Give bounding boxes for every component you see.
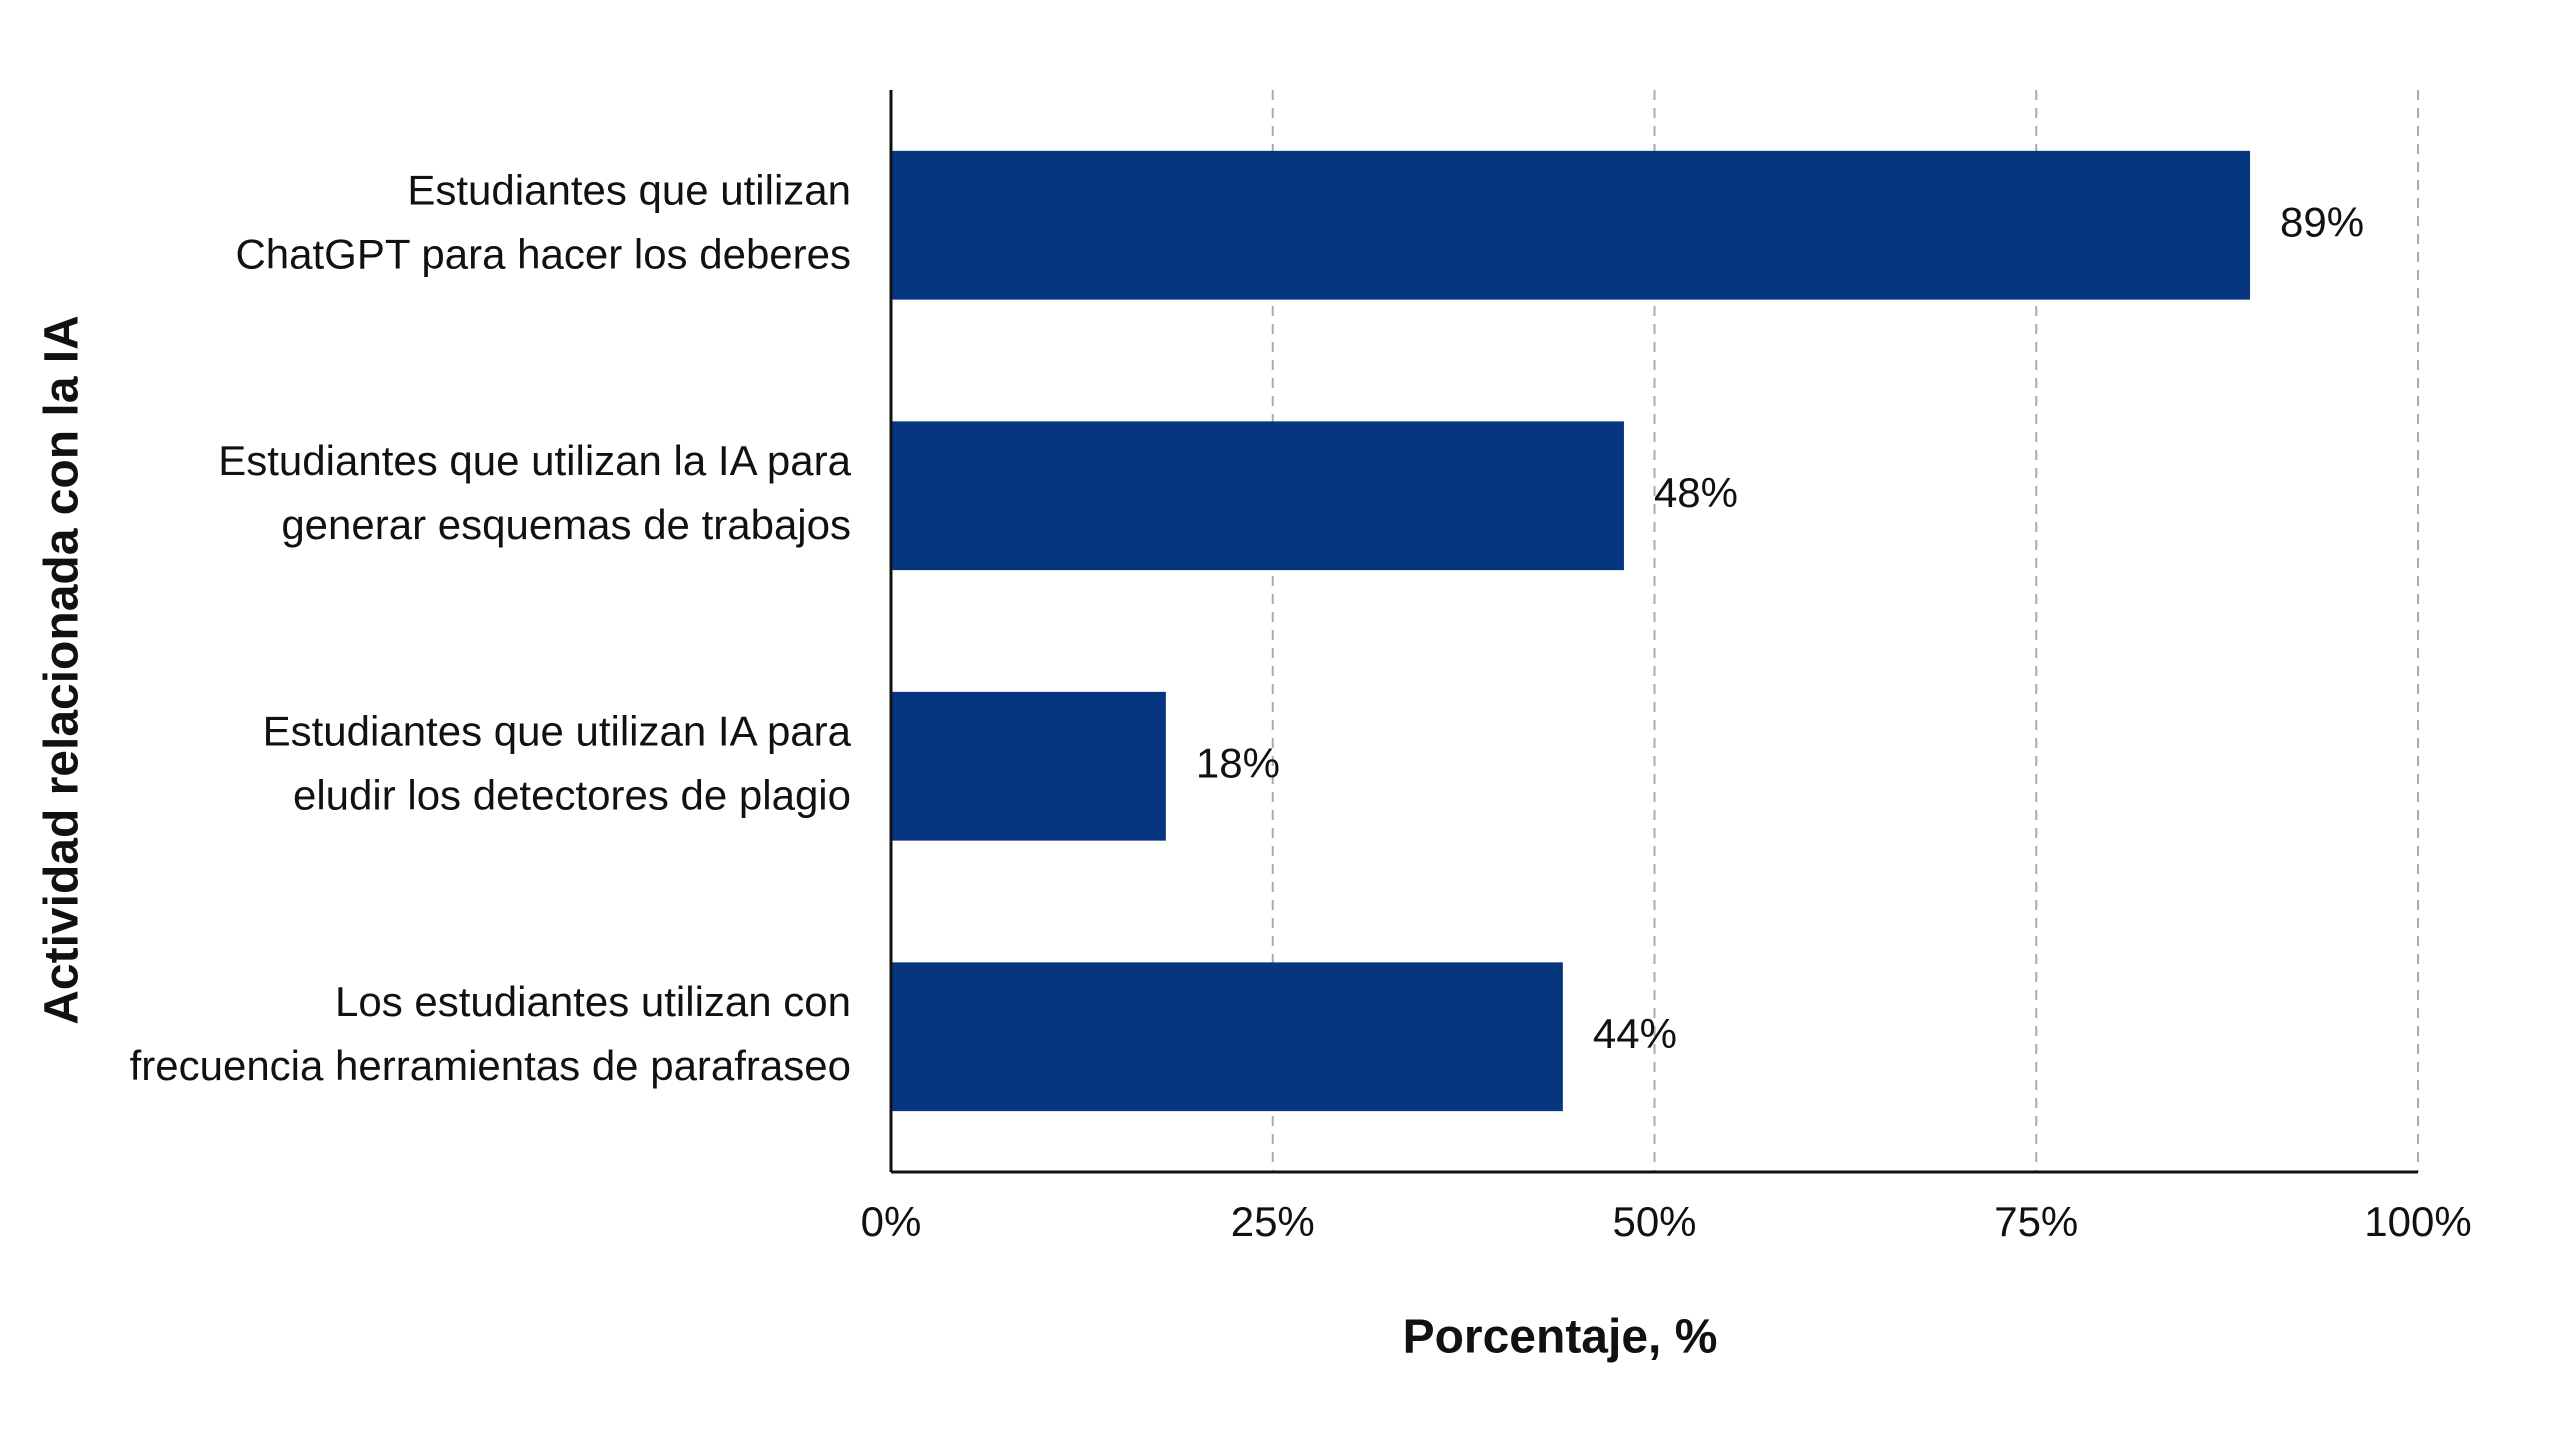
- x-tick-label: 25%: [1231, 1198, 1315, 1245]
- y-tick-label: Estudiantes que utilizan IA para eludir l…: [263, 707, 852, 818]
- x-tick-label: 75%: [1994, 1198, 2078, 1245]
- y-tick-label: Estudiantes que utilizan ChatGPT para hac…: [235, 166, 851, 277]
- y-tick-label: Estudiantes que utilizan la IA para gener…: [218, 437, 851, 548]
- data-label: 48%: [1654, 469, 1738, 516]
- data-label: 89%: [2280, 198, 2364, 245]
- bar: [891, 691, 1166, 841]
- x-axis-title: Porcentaje, %: [1403, 1311, 1718, 1364]
- data-label: 18%: [1196, 739, 1280, 786]
- data-label: 44%: [1593, 1010, 1677, 1057]
- y-axis-title: Actividad relacionada con la IA: [36, 315, 89, 1025]
- bar: [891, 962, 1563, 1112]
- x-tick-label: 50%: [1612, 1198, 1696, 1245]
- bar: [891, 150, 2251, 300]
- x-tick-label: 100%: [2364, 1198, 2471, 1245]
- y-tick-label: Los estudiantes utilizan con frecuencia h…: [130, 978, 851, 1089]
- bar: [891, 421, 1624, 571]
- x-tick-label: 0%: [861, 1198, 922, 1245]
